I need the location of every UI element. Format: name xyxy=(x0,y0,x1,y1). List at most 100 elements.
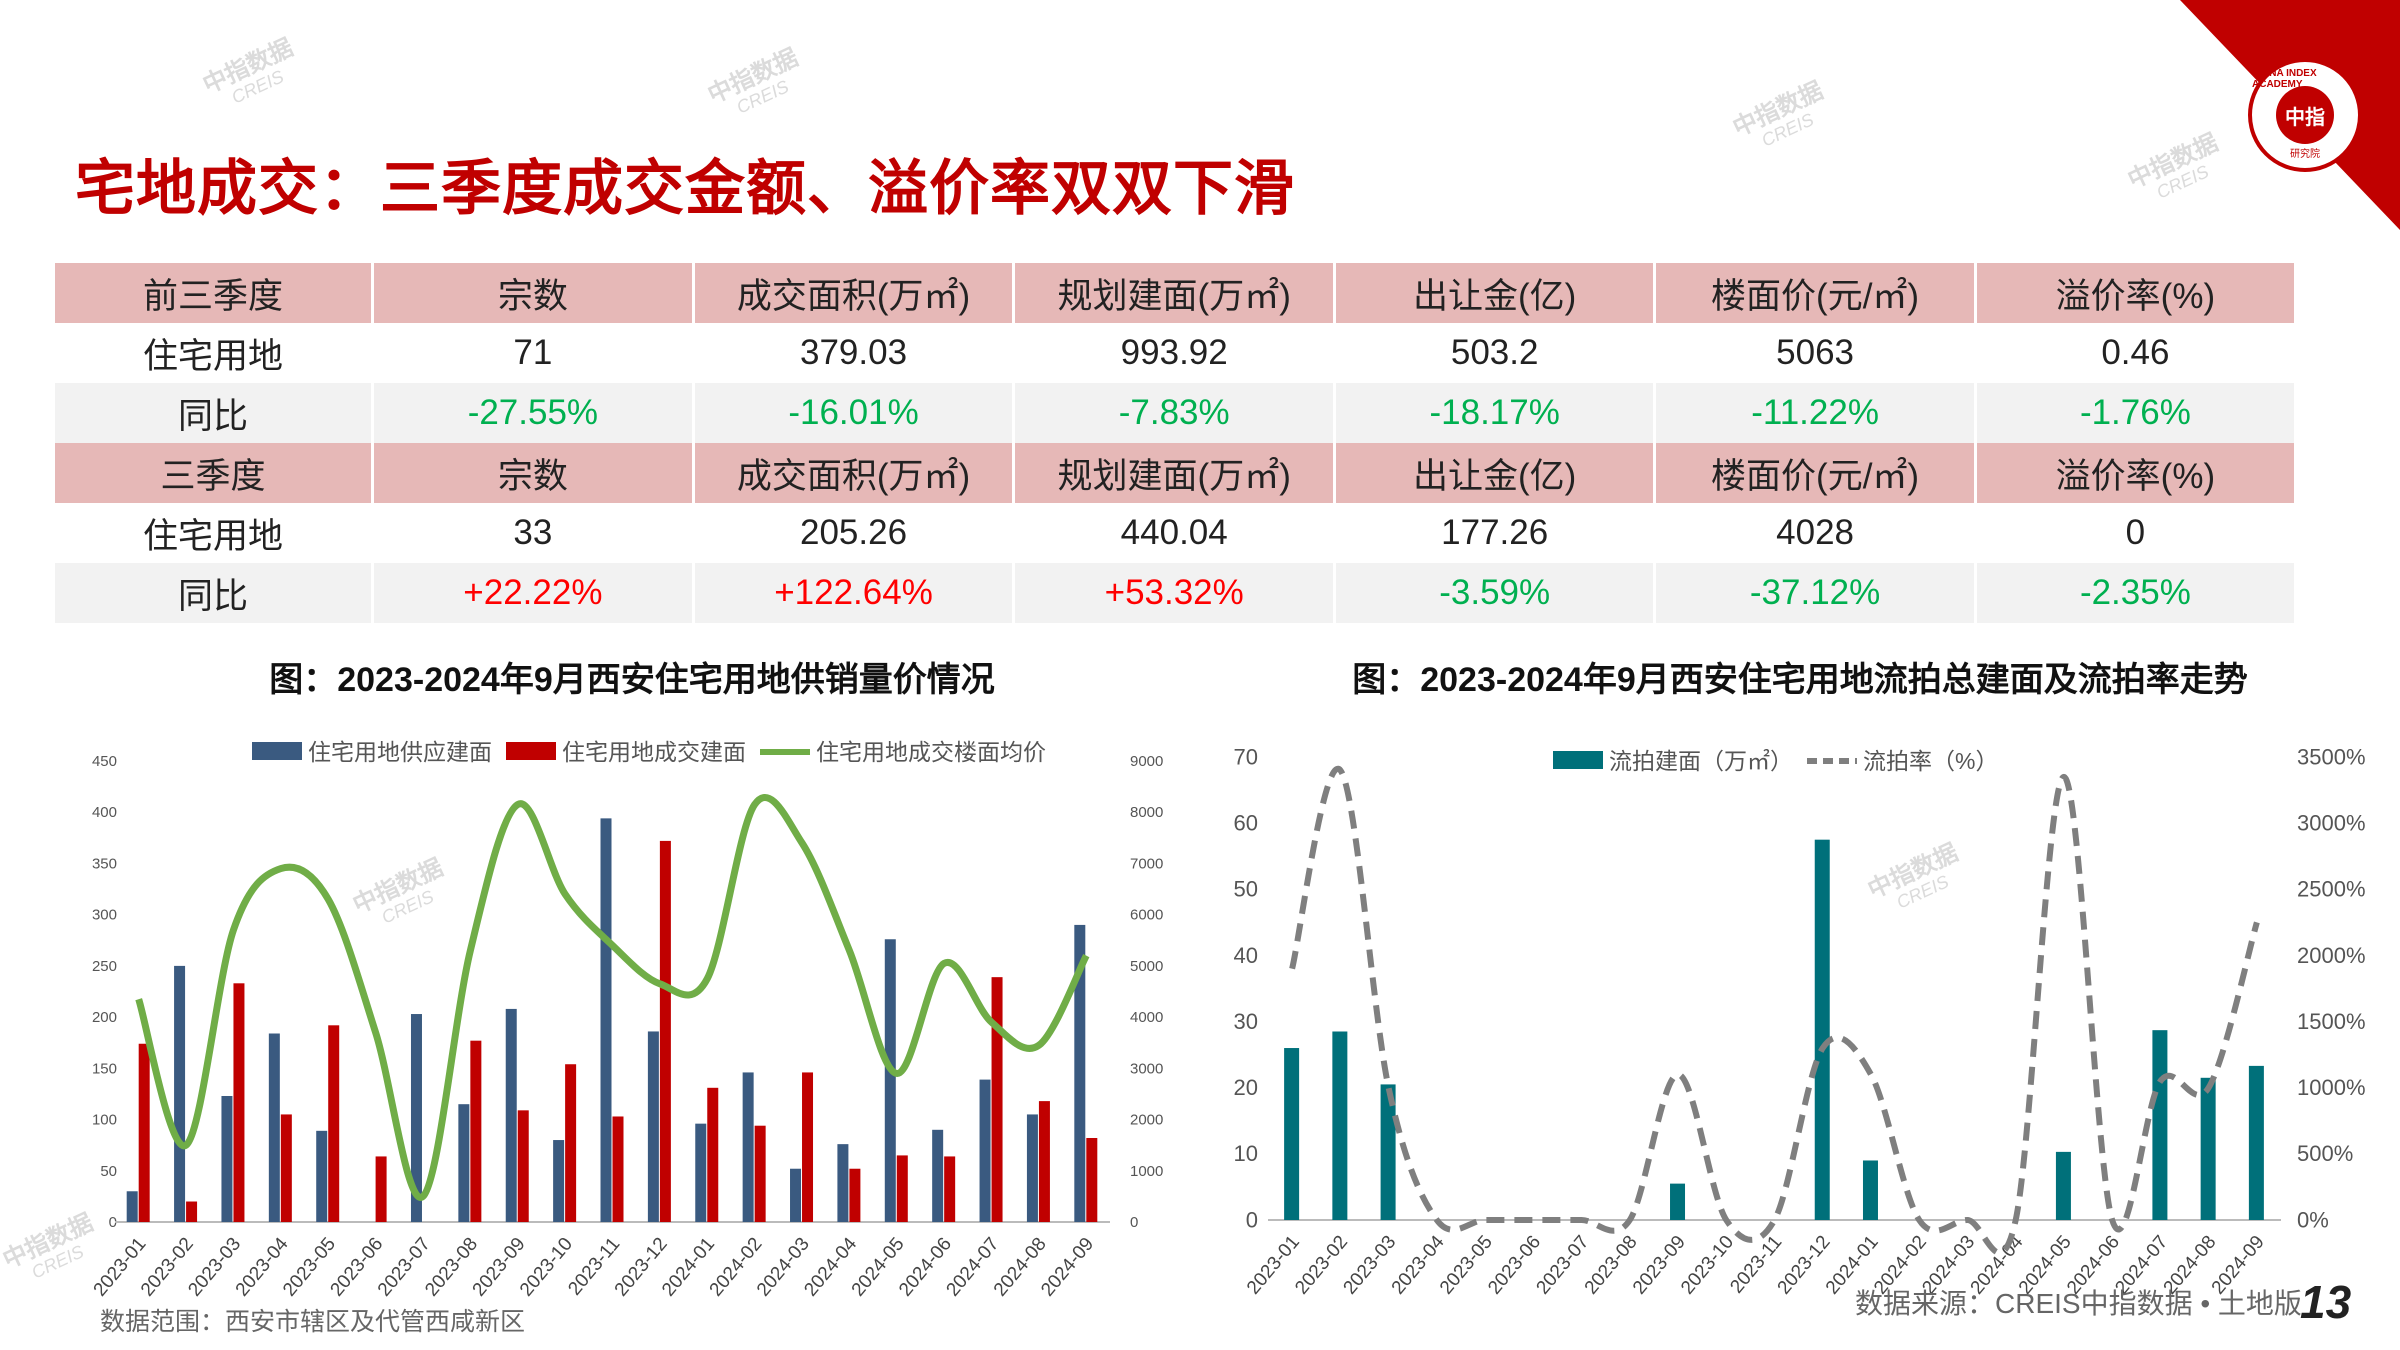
table-cell: 0.46 xyxy=(2101,333,2170,372)
bar xyxy=(944,1156,956,1222)
table-cell: 三季度 xyxy=(55,443,372,503)
table-cell: 5063 xyxy=(1776,333,1855,372)
table-cell: 住宅用地 xyxy=(143,336,284,376)
logo-center: 中指 xyxy=(2276,86,2334,144)
y2-axis-tick-label: 3500% xyxy=(2297,744,2366,769)
bar xyxy=(849,1168,861,1222)
table-cell: 宗数 xyxy=(374,263,692,323)
table-cell: -18.17% xyxy=(1335,383,1654,443)
y-axis-tick-label: 250 xyxy=(92,958,117,975)
table-row: 住宅用地 33 205.26 440.04 177.26 4028 0 xyxy=(55,503,2294,563)
logo-ring-text: CHINA INDEX ACADEMY xyxy=(2252,68,2317,90)
data-source-note: 数据来源：CREIS中指数据 • 土地版 xyxy=(1855,1288,2302,1319)
y2-axis-tick-label: 1500% xyxy=(2297,1009,2366,1034)
bar xyxy=(458,1104,470,1222)
y-axis-tick-label: 10 xyxy=(1234,1141,1258,1166)
y-axis-tick-label: 450 xyxy=(92,753,117,770)
bar xyxy=(2152,1030,2168,1220)
table-cell: -11.22% xyxy=(1656,383,1974,443)
legend-label: 流拍率（%） xyxy=(1863,748,1998,774)
page-number: 13 xyxy=(2300,1276,2352,1328)
y-axis-tick-label: 60 xyxy=(1234,810,1258,835)
y-axis-tick-label: 50 xyxy=(1234,877,1258,902)
bar xyxy=(1862,1160,1878,1220)
bar xyxy=(268,1033,280,1222)
y-axis-tick-label: 0 xyxy=(109,1214,117,1231)
table-cell: -3.59% xyxy=(1335,563,1654,623)
bar xyxy=(565,1064,577,1222)
table-cell: +53.32% xyxy=(1015,563,1333,623)
bar xyxy=(553,1140,565,1222)
bar xyxy=(647,1031,659,1222)
bar xyxy=(1038,1101,1050,1222)
y-axis-tick-label: 20 xyxy=(1234,1075,1258,1100)
bar xyxy=(754,1125,766,1222)
bar xyxy=(612,1116,624,1222)
table-cell: 出让金(亿) xyxy=(1335,443,1654,503)
table-cell: 成交面积(万㎡) xyxy=(694,263,1013,323)
y2-axis-tick-label: 5000 xyxy=(1130,958,1163,975)
x-axis-tick-label: 2023-10 xyxy=(1677,1232,1738,1299)
table-cell: 规划建面(万㎡) xyxy=(1015,263,1333,323)
y2-axis-tick-label: 9000 xyxy=(1130,753,1163,770)
bar xyxy=(802,1072,814,1222)
bar xyxy=(280,1114,292,1222)
table-cell: -1.76% xyxy=(1976,383,2294,443)
bar xyxy=(1380,1084,1396,1220)
y2-axis-tick-label: 1000% xyxy=(2297,1075,2366,1100)
table-cell: -16.01% xyxy=(694,383,1013,443)
table-yoy-row: 同比 +22.22% +122.64% +53.32% -3.59% -37.12% -2.… xyxy=(55,563,2294,623)
bar xyxy=(1026,1114,1038,1222)
bar xyxy=(2055,1151,2071,1220)
china-index-academy-logo: CHINA INDEX ACADEMY 中指 研究院 xyxy=(2248,58,2362,172)
y-axis-tick-label: 400 xyxy=(92,804,117,821)
table-cell: 前三季度 xyxy=(55,263,372,323)
table-cell: 住宅用地 xyxy=(143,516,284,556)
y2-axis-tick-label: 3000 xyxy=(1130,1060,1163,1077)
table-cell: 177.26 xyxy=(1441,513,1549,552)
bar xyxy=(1086,1137,1098,1222)
bar xyxy=(316,1130,328,1222)
table-header-row: 前三季度 宗数 成交面积(万㎡) 规划建面(万㎡) 出让金(亿) 楼面价(元/㎡) 溢价率(… xyxy=(55,263,2294,323)
table-cell: 379.03 xyxy=(800,333,908,372)
legend-label: 住宅用地供应建面 xyxy=(308,739,492,765)
bar xyxy=(2248,1065,2264,1220)
bar xyxy=(1074,924,1086,1222)
bar xyxy=(1284,1048,1300,1220)
table-cell: -7.83% xyxy=(1015,383,1333,443)
line-series xyxy=(1289,765,2260,1256)
table-cell: 33 xyxy=(513,513,553,552)
bar xyxy=(138,1043,150,1222)
bar xyxy=(126,1191,138,1222)
bar xyxy=(790,1168,802,1222)
y2-axis-tick-label: 0 xyxy=(1130,1214,1138,1231)
table-cell: 楼面价(元/㎡) xyxy=(1656,263,1974,323)
legend-label: 流拍建面（万㎡） xyxy=(1609,748,1793,774)
legend-swatch xyxy=(1553,751,1603,769)
legend-swatch xyxy=(506,742,556,760)
bar xyxy=(1814,839,1830,1220)
table-cell: 同比 xyxy=(55,383,372,443)
table-cell: 溢价率(%) xyxy=(1976,263,2294,323)
table-cell: 503.2 xyxy=(1450,333,1539,372)
table-cell: 993.92 xyxy=(1120,333,1228,372)
table-cell: 205.26 xyxy=(800,513,908,552)
right-chart-title: 图：2023-2024年9月西安住宅用地流拍总建面及流拍率走势 xyxy=(1352,661,2248,699)
bar xyxy=(932,1129,944,1222)
y-axis-tick-label: 50 xyxy=(100,1163,117,1180)
bar xyxy=(174,965,186,1222)
table-cell: -2.35% xyxy=(1976,563,2294,623)
y-axis-tick-label: 350 xyxy=(92,855,117,872)
legend-label: 住宅用地成交建面 xyxy=(562,739,746,765)
table-cell: 成交面积(万㎡) xyxy=(694,443,1013,503)
bar xyxy=(2200,1077,2216,1220)
bar xyxy=(742,1072,754,1222)
y2-axis-tick-label: 3000% xyxy=(2297,810,2366,835)
bar xyxy=(896,1155,908,1222)
table-cell: 71 xyxy=(513,333,553,372)
data-scope-note: 数据范围：西安市辖区及代管西咸新区 xyxy=(100,1308,526,1336)
bar xyxy=(884,939,896,1222)
bar xyxy=(659,840,671,1222)
left-chart-title: 图：2023-2024年9月西安住宅用地供销量价情况 xyxy=(269,661,995,699)
